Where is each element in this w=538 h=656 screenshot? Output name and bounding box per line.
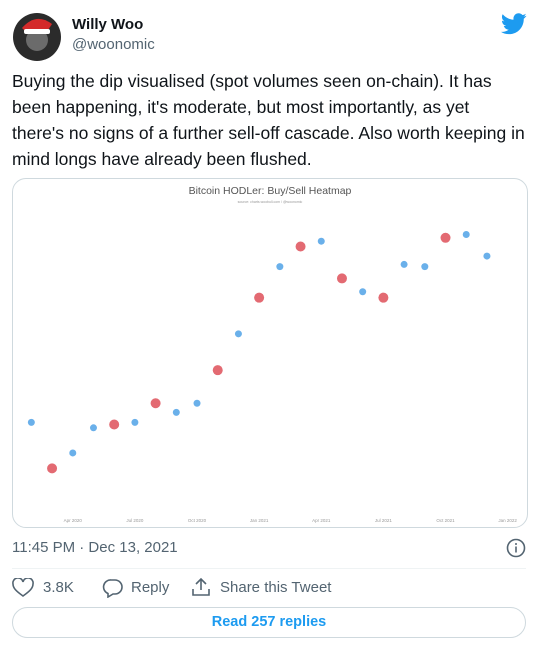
like-icon[interactable] [12, 578, 34, 598]
x-tick-label: Jan 2022 [498, 518, 517, 523]
data-point [131, 418, 139, 426]
twitter-logo[interactable] [501, 13, 527, 35]
data-point [336, 273, 347, 284]
data-point [378, 292, 389, 303]
data-point [254, 292, 265, 303]
chart-image[interactable]: Bitcoin HODLer: Buy/Sell Heatmap source: … [12, 178, 528, 528]
data-point [462, 231, 470, 239]
x-tick-label: Apr 2020 [64, 518, 83, 523]
data-point [295, 241, 306, 252]
data-point [440, 232, 451, 243]
x-tick-label: Oct 2021 [436, 518, 455, 523]
reply-button[interactable]: Reply [131, 579, 170, 596]
data-point [89, 424, 97, 432]
x-tick-label: Oct 2020 [188, 518, 207, 523]
divider [12, 568, 526, 569]
tweet-text: Buying the dip visualised (spot volumes … [12, 71, 525, 169]
data-point [109, 419, 120, 430]
data-point [47, 463, 58, 474]
like-count[interactable]: 3.8K [43, 579, 74, 596]
data-point [421, 263, 429, 271]
chart-subtitle: source: charts.woobull.com / @woonomic [238, 200, 303, 204]
author-handle[interactable]: @woonomic [72, 36, 155, 53]
read-replies-button[interactable]: Read 257 replies [12, 607, 526, 638]
avatar[interactable] [12, 12, 62, 62]
data-point [150, 398, 161, 409]
chart-title: Bitcoin HODLer: Buy/Sell Heatmap [189, 185, 352, 197]
data-point [234, 330, 242, 338]
data-point [359, 288, 367, 296]
reply-icon[interactable] [102, 578, 124, 598]
data-point [69, 449, 77, 457]
info-icon[interactable] [506, 538, 526, 558]
data-point [317, 237, 325, 245]
share-icon[interactable] [190, 577, 212, 597]
author-name[interactable]: Willy Woo [72, 16, 144, 33]
share-button[interactable]: Share this Tweet [220, 579, 332, 596]
x-tick-label: Jul 2021 [375, 518, 393, 523]
data-point [400, 260, 408, 268]
data-point [483, 252, 491, 260]
x-tick-label: Jul 2020 [126, 518, 144, 523]
data-point [27, 418, 35, 426]
data-point [193, 399, 201, 407]
data-point [172, 408, 180, 416]
x-tick-label: Jan 2021 [250, 518, 269, 523]
x-tick-label: Apr 2021 [312, 518, 331, 523]
timestamp[interactable]: 11:45 PM · Dec 13, 2021 [12, 539, 178, 556]
data-point [276, 263, 284, 271]
data-point [212, 365, 223, 376]
